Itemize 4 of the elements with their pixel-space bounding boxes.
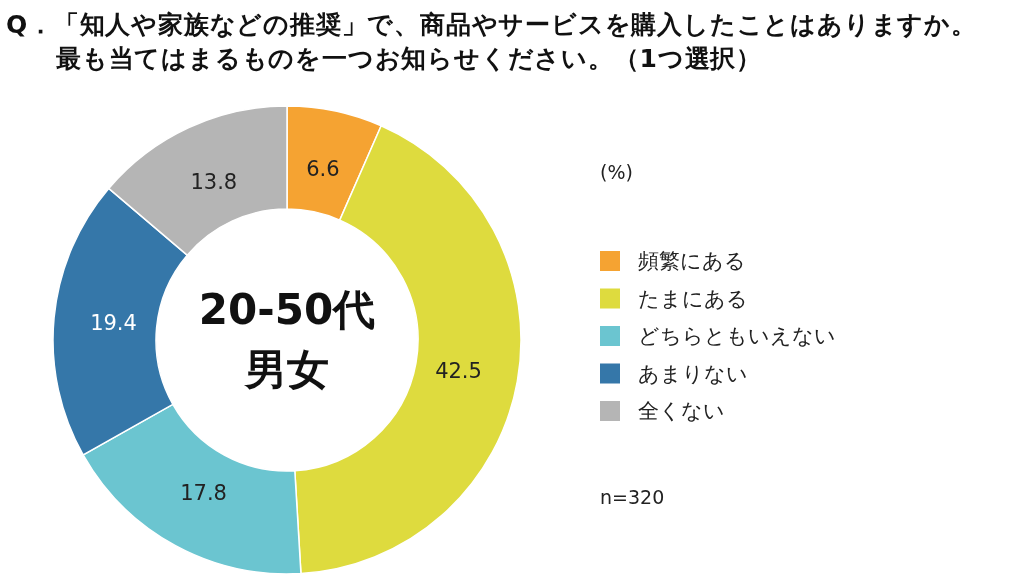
- annotation: (%): [600, 161, 633, 183]
- annotation: 20-50代男女: [197, 284, 377, 396]
- title: Q．「知人や家族などの推奨」で、商品やサービスを購入したことはありますか。最も当てはまるものを一つお知らせください。（1つ選択）: [6, 9, 978, 75]
- annotation: n=320: [600, 486, 665, 508]
